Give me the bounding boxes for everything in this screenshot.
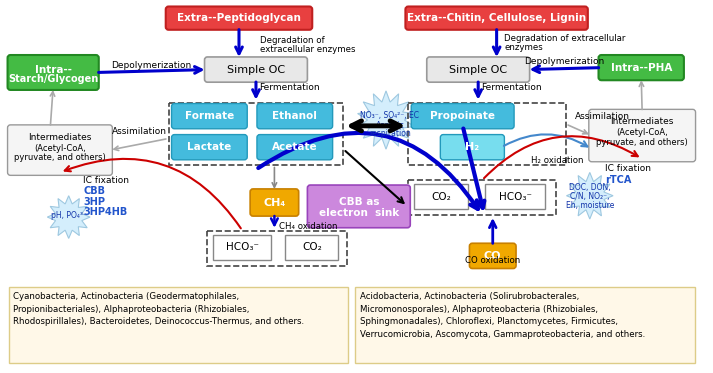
Text: Cyanobacteria, Actinobacteria (Geodermatophilales,
Propionibacteriales), Alphapr: Cyanobacteria, Actinobacteria (Geodermat… <box>14 292 304 326</box>
Text: CO₂: CO₂ <box>431 192 451 202</box>
Text: C/N, NO₂⁻,: C/N, NO₂⁻, <box>570 192 610 201</box>
Polygon shape <box>358 91 414 149</box>
Bar <box>414 184 468 209</box>
Text: IC fixation: IC fixation <box>605 164 651 173</box>
FancyBboxPatch shape <box>8 55 99 90</box>
Text: Assimilation: Assimilation <box>575 112 630 120</box>
Text: respiration: respiration <box>369 129 411 138</box>
Text: Propoinate: Propoinate <box>430 111 495 121</box>
Bar <box>409 180 556 215</box>
FancyBboxPatch shape <box>257 104 333 129</box>
Text: enzymes: enzymes <box>504 43 543 52</box>
Text: (Acetyl-CoA,: (Acetyl-CoA, <box>34 144 86 153</box>
Text: Intermediates: Intermediates <box>29 133 92 142</box>
Text: Intra--PHA: Intra--PHA <box>610 63 672 73</box>
Polygon shape <box>47 196 90 238</box>
FancyBboxPatch shape <box>257 135 333 160</box>
Text: Lactate: Lactate <box>188 142 232 152</box>
Text: pyruvate, and others): pyruvate, and others) <box>596 138 688 147</box>
Text: electron  sink: electron sink <box>319 208 399 218</box>
FancyBboxPatch shape <box>469 243 516 269</box>
Text: CO oxidation: CO oxidation <box>465 256 520 265</box>
Text: Depolymerization: Depolymerization <box>524 57 604 66</box>
Text: Formate: Formate <box>185 111 234 121</box>
Text: Fermentation: Fermentation <box>259 82 319 91</box>
Bar <box>169 103 343 164</box>
Text: Degradation of: Degradation of <box>260 36 325 45</box>
Text: Acidobacteria, Actinobacteria (Solirubrobacterales,
Micromonosporales), Alphapro: Acidobacteria, Actinobacteria (Solirubro… <box>360 292 645 339</box>
Bar <box>485 184 545 209</box>
FancyBboxPatch shape <box>411 104 514 129</box>
Text: pyruvate, and others): pyruvate, and others) <box>14 153 106 162</box>
Bar <box>207 231 347 266</box>
Text: CH₄ oxidation: CH₄ oxidation <box>279 222 338 231</box>
Text: Eh, moisture: Eh, moisture <box>565 201 614 210</box>
FancyBboxPatch shape <box>8 125 113 175</box>
FancyBboxPatch shape <box>427 57 530 82</box>
Text: CBB as: CBB as <box>339 197 379 207</box>
Text: H₂: H₂ <box>466 142 479 152</box>
Bar <box>213 235 272 260</box>
Text: Intra--: Intra-- <box>35 65 72 75</box>
Text: Aerobic: Aerobic <box>376 121 404 130</box>
Text: Starch/Glycogen: Starch/Glycogen <box>8 74 98 84</box>
Text: Fermentation: Fermentation <box>481 82 542 91</box>
FancyBboxPatch shape <box>172 135 247 160</box>
Text: CH₄: CH₄ <box>263 198 285 207</box>
FancyBboxPatch shape <box>172 104 247 129</box>
Text: Intermediates: Intermediates <box>610 117 674 126</box>
Text: CO: CO <box>484 251 501 261</box>
Text: CBB: CBB <box>83 186 106 196</box>
FancyBboxPatch shape <box>165 6 312 30</box>
Text: Simple OC: Simple OC <box>449 65 507 75</box>
Text: Simple OC: Simple OC <box>227 65 285 75</box>
Text: HCO₃⁻: HCO₃⁻ <box>498 192 532 202</box>
Text: pH, PO₄³⁻: pH, PO₄³⁻ <box>51 211 87 220</box>
Text: CO₂: CO₂ <box>302 242 322 252</box>
FancyBboxPatch shape <box>250 189 299 216</box>
Bar <box>9 287 348 363</box>
Text: Degradation of extracellular: Degradation of extracellular <box>504 34 626 43</box>
Text: H₂ oxidation: H₂ oxidation <box>530 156 583 165</box>
Text: IC fixation: IC fixation <box>83 176 129 185</box>
Text: extracellular enzymes: extracellular enzymes <box>260 45 356 54</box>
Text: Extra--Chitin, Cellulose, Lignin: Extra--Chitin, Cellulose, Lignin <box>407 13 586 23</box>
Text: 3HP4HB: 3HP4HB <box>83 207 128 217</box>
FancyBboxPatch shape <box>307 185 410 228</box>
Text: Ethanol: Ethanol <box>272 111 317 121</box>
FancyBboxPatch shape <box>406 6 588 30</box>
Text: 3HP: 3HP <box>83 197 106 207</box>
Text: NO₃⁻, SO₄²⁻, EC: NO₃⁻, SO₄²⁻, EC <box>360 111 419 120</box>
Text: HCO₃⁻: HCO₃⁻ <box>226 242 259 252</box>
Bar <box>409 103 565 164</box>
Text: (Acetyl-CoA,: (Acetyl-CoA, <box>616 128 668 137</box>
Polygon shape <box>567 172 613 219</box>
FancyBboxPatch shape <box>589 109 696 162</box>
Text: Depolymerization: Depolymerization <box>111 61 192 70</box>
Text: DOC, DON,: DOC, DON, <box>569 184 610 192</box>
Bar <box>285 235 339 260</box>
FancyBboxPatch shape <box>441 135 504 160</box>
FancyBboxPatch shape <box>205 57 307 82</box>
Bar <box>355 287 694 363</box>
FancyBboxPatch shape <box>598 55 684 80</box>
Text: rTCA: rTCA <box>605 175 632 185</box>
Text: Extra--Peptidoglycan: Extra--Peptidoglycan <box>177 13 301 23</box>
Text: Acetate: Acetate <box>272 142 317 152</box>
Text: Assimilation: Assimilation <box>111 127 167 136</box>
